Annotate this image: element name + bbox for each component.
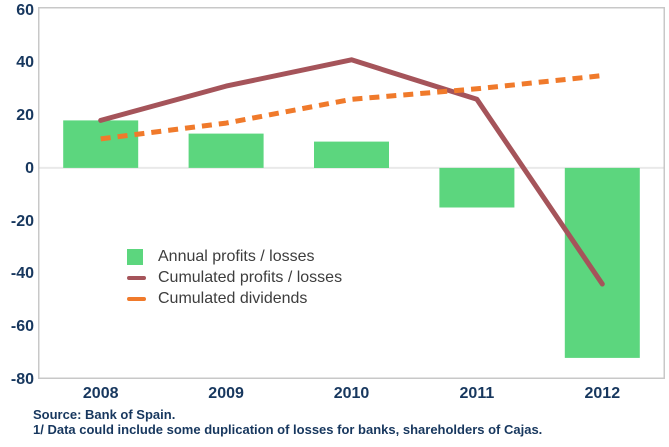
chart-footer: Source: Bank of Spain. 1/ Data could inc…: [33, 407, 542, 437]
legend-bar-swatch-icon: [127, 248, 143, 265]
legend-label: Annual profits / losses: [158, 247, 315, 265]
legend-item-cumulated-profits: Cumulated profits / losses: [127, 267, 342, 288]
y-axis-tick-label: -20: [10, 212, 34, 230]
chart-canvas: [38, 7, 665, 379]
x-axis-tick-label: 2008: [82, 385, 119, 402]
x-axis-tick-label: 2012: [584, 385, 621, 402]
y-axis-tick-label: -60: [10, 318, 34, 336]
y-axis-tick-label: -40: [10, 265, 34, 283]
y-axis-tick-label: 20: [16, 107, 34, 125]
footnote: 1/ Data could include some duplication o…: [33, 422, 543, 437]
legend-solid-line-icon: [127, 275, 146, 280]
x-axis-tick-label: 2011: [459, 385, 495, 402]
y-axis-tick-label: 0: [25, 159, 34, 177]
y-axis-tick-label: 40: [16, 54, 34, 72]
legend-dashed-line-icon: [127, 296, 146, 301]
y-axis-tick-label: -80: [10, 371, 34, 388]
legend-item-annual-profits: Annual profits / losses: [127, 246, 342, 267]
x-axis-tick-label: 2010: [333, 385, 370, 402]
plot-area: Annual profits / losses Cumulated profit…: [38, 7, 665, 379]
legend-item-cumulated-dividends: Cumulated dividends: [127, 288, 342, 309]
source-note: Source: Bank of Spain.: [33, 407, 176, 422]
x-axis-tick-label: 2009: [208, 385, 244, 402]
legend: Annual profits / losses Cumulated profit…: [127, 246, 342, 309]
legend-label: Cumulated profits / losses: [158, 268, 343, 286]
legend-label: Cumulated dividends: [158, 289, 308, 307]
y-axis-tick-label: 60: [16, 1, 34, 19]
